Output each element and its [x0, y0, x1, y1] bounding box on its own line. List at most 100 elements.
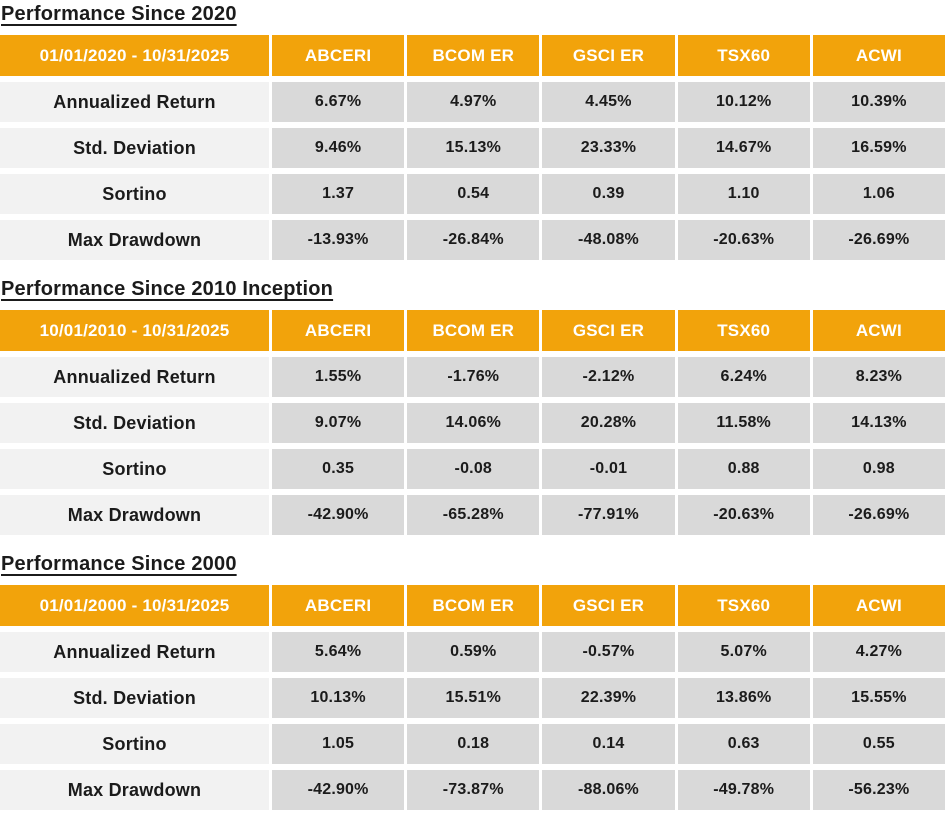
row-label: Annualized Return [0, 82, 269, 122]
value-cell: 15.55% [812, 678, 945, 718]
value-cell: -13.93% [272, 220, 405, 260]
value-cell: 6.24% [677, 357, 810, 397]
row-label: Max Drawdown [0, 220, 269, 260]
value-cell: 5.07% [677, 632, 810, 672]
column-header: TSX60 [677, 35, 810, 76]
value-cell: 10.12% [677, 82, 810, 122]
performance-table-2010: 10/01/2010 - 10/31/2025 ABCERI BCOM ER GSCI… [0, 310, 945, 535]
value-cell: 9.07% [272, 403, 405, 443]
column-header: ABCERI [272, 310, 405, 351]
value-cell: 0.35 [272, 449, 405, 489]
performance-table-2020: 01/01/2020 - 10/31/2025 ABCERI BCOM ER GSCI… [0, 35, 945, 260]
value-cell: 9.46% [272, 128, 405, 168]
value-cell: -49.78% [677, 770, 810, 810]
value-cell: -26.84% [407, 220, 540, 260]
column-header: BCOM ER [407, 35, 540, 76]
performance-table-2000: 01/01/2000 - 10/31/2025 ABCERI BCOM ER GSCI… [0, 585, 945, 810]
value-cell: 20.28% [542, 403, 675, 443]
value-cell: 10.13% [272, 678, 405, 718]
row-label: Annualized Return [0, 357, 269, 397]
row-label: Annualized Return [0, 632, 269, 672]
value-cell: -56.23% [812, 770, 945, 810]
value-cell: -77.91% [542, 495, 675, 535]
row-label: Sortino [0, 449, 269, 489]
value-cell: -73.87% [407, 770, 540, 810]
value-cell: 0.63 [677, 724, 810, 764]
value-cell: -0.01 [542, 449, 675, 489]
value-cell: 0.59% [407, 632, 540, 672]
column-header: TSX60 [677, 310, 810, 351]
date-range-header: 01/01/2020 - 10/31/2025 [0, 35, 269, 76]
column-header: ACWI [812, 35, 945, 76]
row-label: Std. Deviation [0, 128, 269, 168]
value-cell: 14.06% [407, 403, 540, 443]
column-header: BCOM ER [407, 310, 540, 351]
value-cell: 1.55% [272, 357, 405, 397]
value-cell: 5.64% [272, 632, 405, 672]
section-title: Performance Since 2010 Inception [1, 278, 334, 300]
date-range-header: 01/01/2000 - 10/31/2025 [0, 585, 269, 626]
value-cell: -20.63% [677, 220, 810, 260]
value-cell: 23.33% [542, 128, 675, 168]
column-header: GSCI ER [542, 310, 675, 351]
value-cell: 16.59% [812, 128, 945, 168]
row-label: Sortino [0, 174, 269, 214]
value-cell: 1.05 [272, 724, 405, 764]
column-header: ABCERI [272, 585, 405, 626]
section-performance-since-2000: Performance Since 2000 01/01/2000 - 10/3… [0, 552, 945, 810]
row-label: Sortino [0, 724, 269, 764]
value-cell: 0.88 [677, 449, 810, 489]
value-cell: -26.69% [812, 220, 945, 260]
value-cell: 6.67% [272, 82, 405, 122]
value-cell: 14.13% [812, 403, 945, 443]
value-cell: 22.39% [542, 678, 675, 718]
column-header: ABCERI [272, 35, 405, 76]
value-cell: -42.90% [272, 770, 405, 810]
row-label: Std. Deviation [0, 678, 269, 718]
value-cell: 13.86% [677, 678, 810, 718]
value-cell: 14.67% [677, 128, 810, 168]
value-cell: 15.13% [407, 128, 540, 168]
column-header: BCOM ER [407, 585, 540, 626]
row-label: Max Drawdown [0, 495, 269, 535]
section-performance-since-2020: Performance Since 2020 01/01/2020 - 10/3… [0, 2, 945, 260]
value-cell: 0.18 [407, 724, 540, 764]
date-range-header: 10/01/2010 - 10/31/2025 [0, 310, 269, 351]
value-cell: 15.51% [407, 678, 540, 718]
value-cell: 0.54 [407, 174, 540, 214]
value-cell: 8.23% [812, 357, 945, 397]
value-cell: 1.37 [272, 174, 405, 214]
column-header: GSCI ER [542, 585, 675, 626]
row-label: Std. Deviation [0, 403, 269, 443]
value-cell: 0.55 [812, 724, 945, 764]
row-label: Max Drawdown [0, 770, 269, 810]
value-cell: -1.76% [407, 357, 540, 397]
value-cell: 4.97% [407, 82, 540, 122]
value-cell: -88.06% [542, 770, 675, 810]
value-cell: 10.39% [812, 82, 945, 122]
section-performance-since-2010-inception: Performance Since 2010 Inception 10/01/2… [0, 277, 945, 535]
value-cell: -26.69% [812, 495, 945, 535]
value-cell: 0.98 [812, 449, 945, 489]
value-cell: 0.14 [542, 724, 675, 764]
column-header: ACWI [812, 310, 945, 351]
value-cell: -2.12% [542, 357, 675, 397]
column-header: ACWI [812, 585, 945, 626]
performance-report: Performance Since 2020 01/01/2020 - 10/3… [0, 2, 945, 810]
value-cell: -42.90% [272, 495, 405, 535]
column-header: GSCI ER [542, 35, 675, 76]
column-header: TSX60 [677, 585, 810, 626]
value-cell: 11.58% [677, 403, 810, 443]
value-cell: -0.08 [407, 449, 540, 489]
section-title: Performance Since 2000 [1, 553, 237, 575]
value-cell: -48.08% [542, 220, 675, 260]
value-cell: 1.06 [812, 174, 945, 214]
value-cell: -65.28% [407, 495, 540, 535]
section-title: Performance Since 2020 [1, 3, 237, 25]
value-cell: 1.10 [677, 174, 810, 214]
value-cell: -20.63% [677, 495, 810, 535]
value-cell: 4.45% [542, 82, 675, 122]
value-cell: 4.27% [812, 632, 945, 672]
value-cell: -0.57% [542, 632, 675, 672]
value-cell: 0.39 [542, 174, 675, 214]
